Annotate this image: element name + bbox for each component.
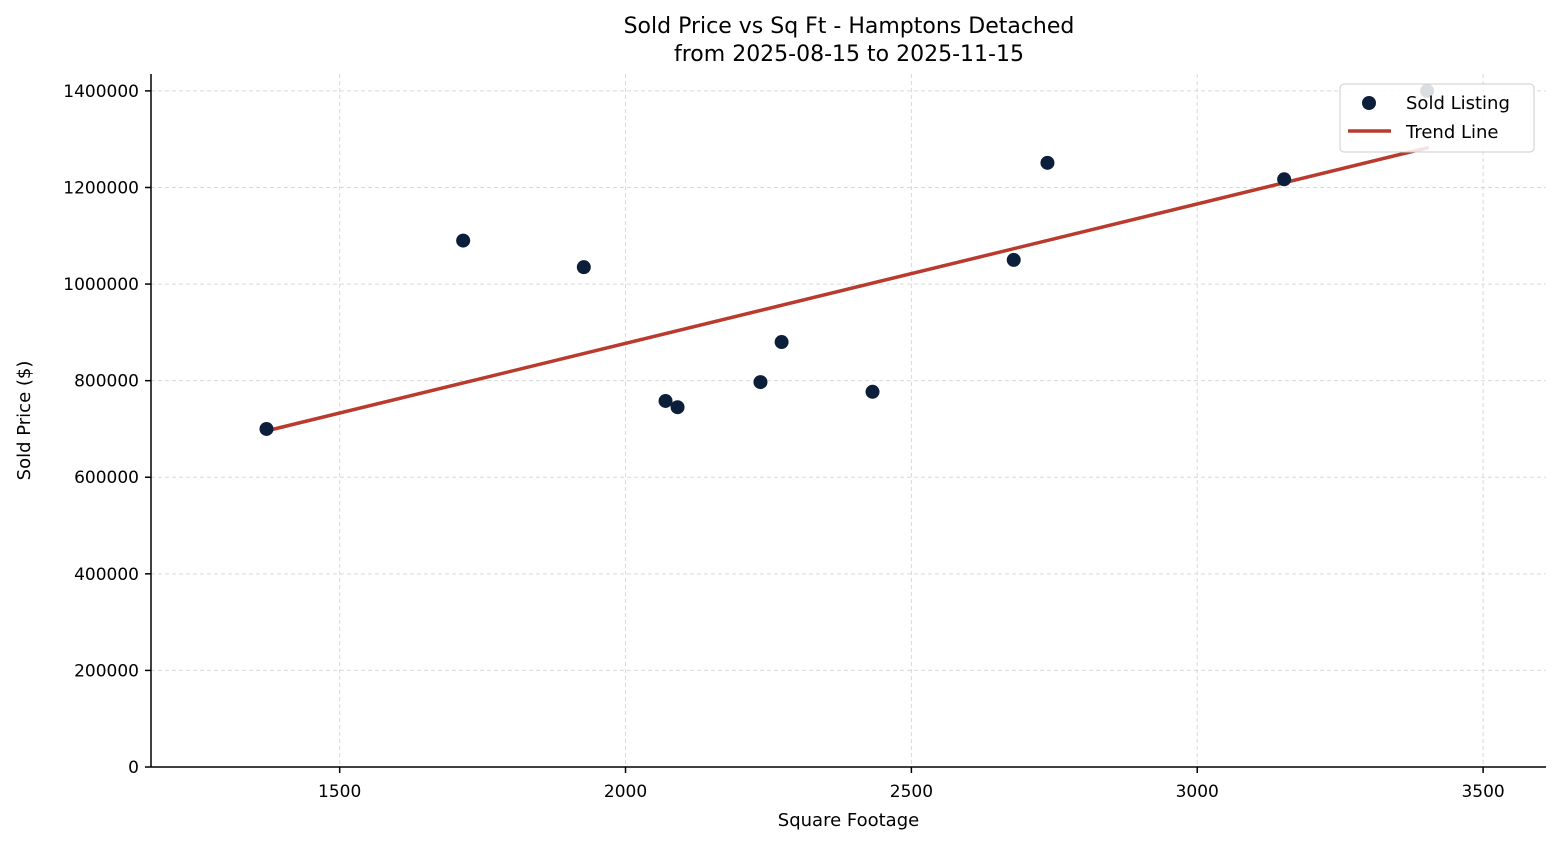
- points-layer: [259, 83, 1435, 436]
- data-point: [670, 400, 685, 415]
- data-point: [576, 260, 591, 275]
- y-tick-label: 1200000: [63, 178, 139, 198]
- data-point: [753, 375, 768, 390]
- y-tick-label: 200000: [74, 661, 139, 681]
- data-point: [1006, 252, 1021, 267]
- x-tick-label: 2000: [604, 782, 647, 802]
- data-point: [259, 421, 274, 436]
- data-point: [865, 384, 880, 399]
- trend-line-layer: [264, 146, 1429, 433]
- x-axis-label: Square Footage: [778, 810, 919, 831]
- chart-subtitle: from 2025-08-15 to 2025-11-15: [674, 42, 1024, 67]
- legend: Sold Listing Trend Line: [1339, 83, 1535, 153]
- legend-marker-sold-listing: [1362, 96, 1376, 110]
- axes: [150, 74, 1546, 768]
- y-tick-label: 0: [128, 758, 139, 778]
- x-tick-label: 2500: [890, 782, 933, 802]
- legend-box: [1339, 83, 1535, 153]
- y-tick-label: 600000: [74, 468, 139, 488]
- y-tick-label: 1400000: [63, 82, 139, 102]
- y-tick-label: 800000: [74, 372, 139, 392]
- legend-label-sold-listing: Sold Listing: [1406, 93, 1510, 114]
- y-axis-label: Sold Price ($): [14, 361, 35, 481]
- data-point: [1277, 172, 1292, 187]
- grid: [151, 74, 1546, 768]
- x-tick-label: 3000: [1176, 782, 1219, 802]
- legend-label-trend-line: Trend Line: [1405, 122, 1499, 143]
- data-point: [774, 335, 789, 350]
- x-tick-label: 3500: [1461, 782, 1504, 802]
- data-point: [658, 393, 673, 408]
- y-tick-label: 1000000: [63, 275, 139, 295]
- x-tick-label: 1500: [318, 782, 361, 802]
- chart-title: Sold Price vs Sq Ft - Hamptons Detached: [624, 14, 1075, 39]
- data-point: [1040, 155, 1055, 170]
- tick-labels: 1500 2000 2500 3000 3500 0 200000 400000 600000 8…: [63, 82, 1504, 802]
- trend-line: [264, 146, 1429, 433]
- y-tick-label: 400000: [74, 565, 139, 585]
- data-point: [456, 233, 471, 248]
